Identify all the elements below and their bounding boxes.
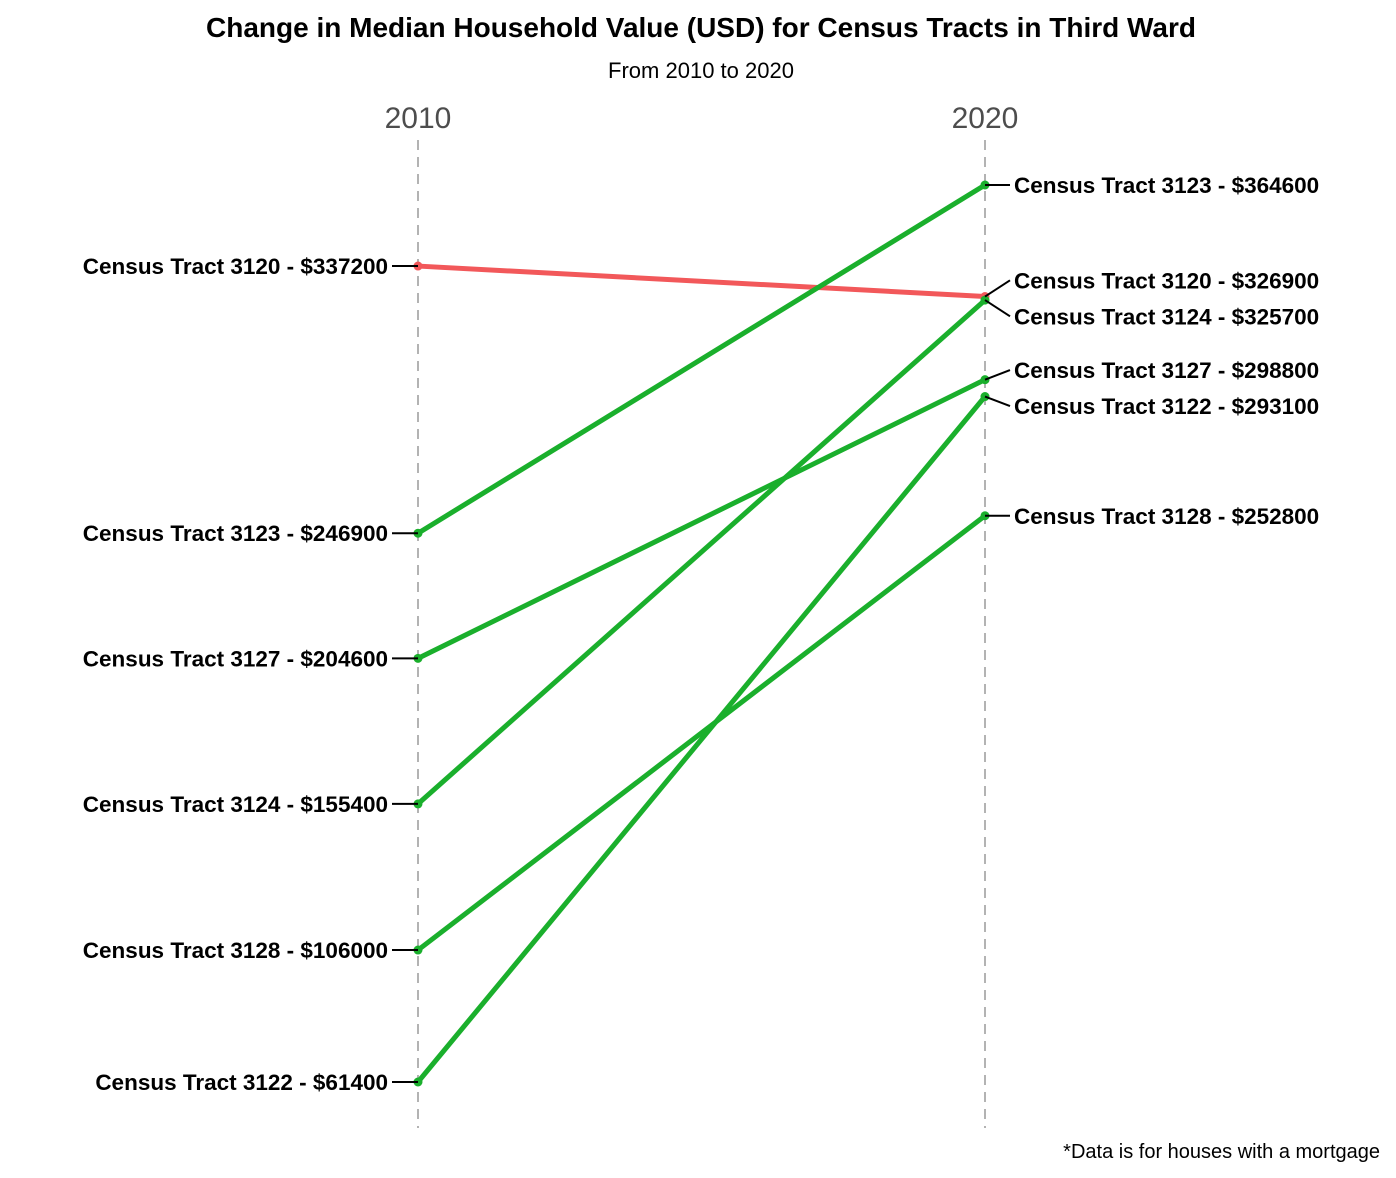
label-2020: Census Tract 3127 - $298800 [1014, 358, 1319, 383]
label-connector [984, 369, 1011, 381]
label-2020: Census Tract 3120 - $326900 [1014, 268, 1319, 293]
label-2010: Census Tract 3128 - $106000 [83, 938, 388, 963]
series-line [415, 377, 988, 661]
series-line [415, 263, 988, 300]
chart-title: Change in Median Household Value (USD) f… [206, 12, 1196, 43]
label-2020: Census Tract 3123 - $364600 [1014, 173, 1319, 198]
label-2010: Census Tract 3127 - $204600 [83, 646, 388, 671]
label-connector [984, 395, 1011, 408]
label-2020: Census Tract 3128 - $252800 [1014, 504, 1319, 529]
series-line [415, 182, 988, 536]
year-label-2010: 2010 [385, 102, 452, 135]
chart-subtitle: From 2010 to 2020 [608, 58, 794, 83]
chart-caption: *Data is for houses with a mortgage [1063, 1141, 1380, 1163]
series-line [415, 394, 988, 1085]
series-line [415, 513, 988, 953]
label-connector [984, 299, 1011, 318]
label-2010: Census Tract 3122 - $61400 [95, 1070, 388, 1095]
label-2010: Census Tract 3124 - $155400 [83, 792, 388, 817]
label-2020: Census Tract 3124 - $325700 [1014, 304, 1319, 329]
series-line [415, 297, 988, 807]
label-connector [984, 279, 1011, 298]
year-label-2020: 2020 [952, 102, 1019, 135]
label-2020: Census Tract 3122 - $293100 [1014, 394, 1319, 419]
label-2010: Census Tract 3123 - $246900 [83, 521, 388, 546]
label-2010: Census Tract 3120 - $337200 [83, 254, 388, 279]
